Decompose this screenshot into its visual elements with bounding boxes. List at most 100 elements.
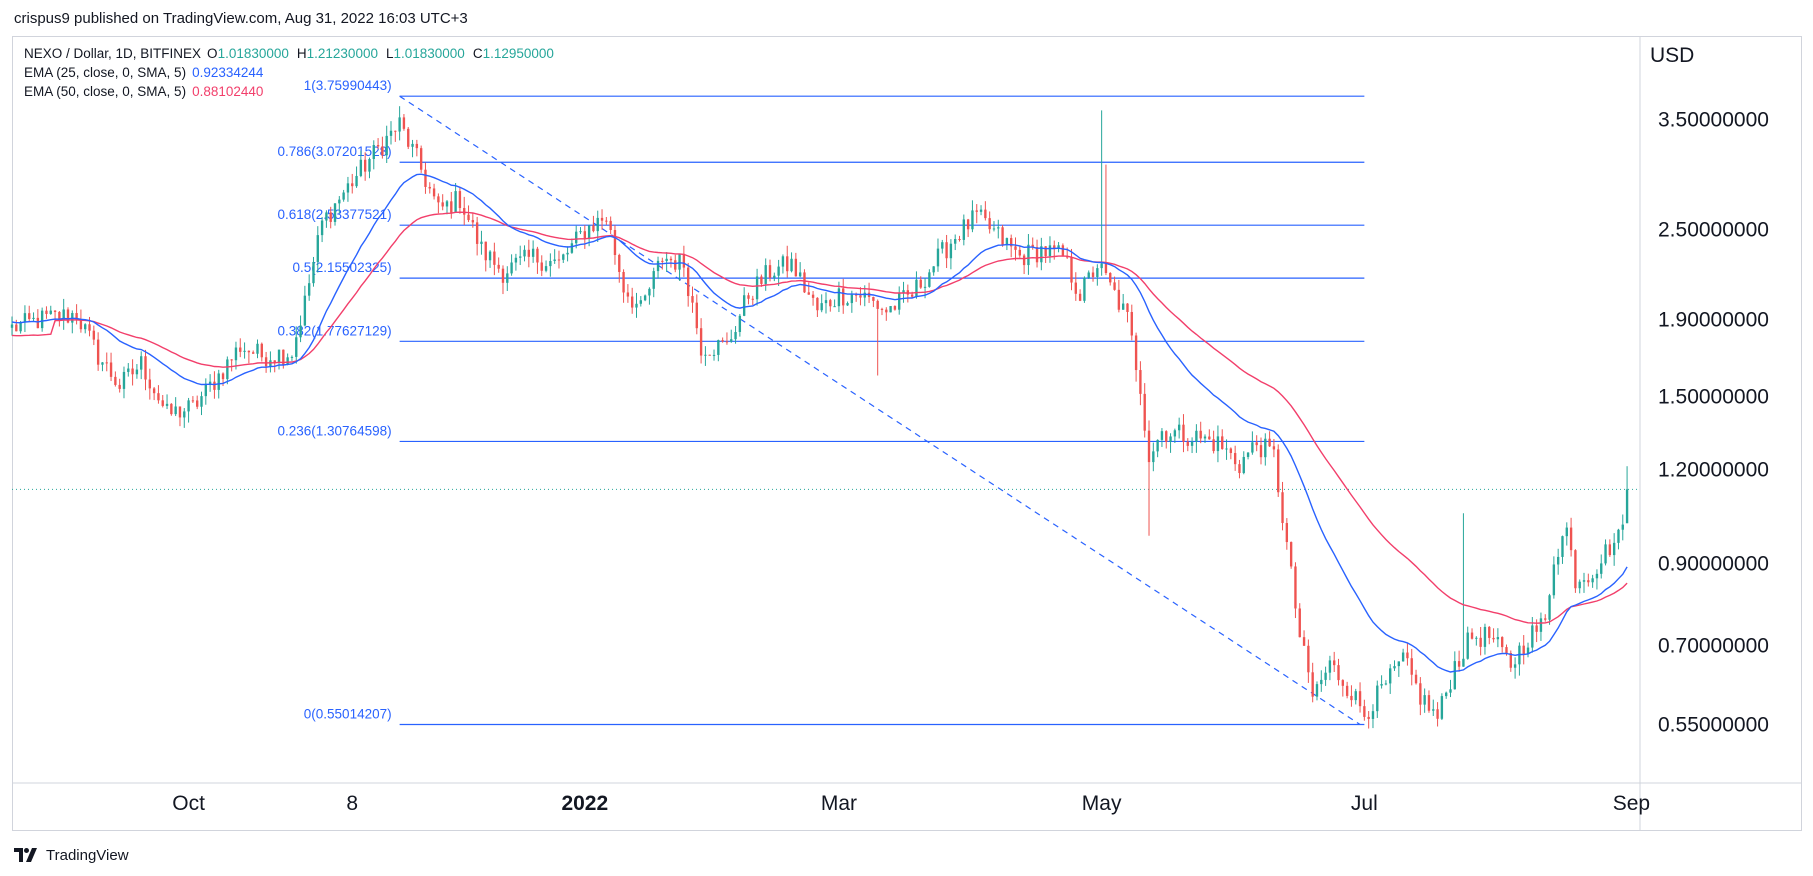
candle-body: [829, 300, 832, 307]
candle-body: [643, 295, 647, 301]
candle-body: [923, 286, 927, 288]
candle-body: [889, 306, 892, 313]
candle-body: [803, 272, 806, 293]
candle-body: [1621, 524, 1624, 530]
candle-body: [295, 337, 298, 357]
candle-body: [1595, 573, 1599, 579]
candle-body: [213, 381, 216, 390]
candle-body: [484, 241, 487, 261]
candle-body: [53, 310, 57, 312]
candle-body: [1470, 632, 1474, 639]
candle-body: [1531, 625, 1534, 648]
ema50-row[interactable]: EMA (50, close, 0, SMA, 5) 0.88102440: [24, 82, 554, 101]
candle-body: [781, 256, 785, 267]
candle-body: [402, 117, 406, 129]
fib-level-label: 0.5(2.15502325): [293, 260, 392, 275]
candle-body: [196, 400, 199, 407]
candle-body: [1130, 312, 1133, 336]
candle-body: [497, 264, 500, 269]
candle-body: [622, 271, 625, 293]
candle-body: [174, 406, 177, 415]
ohlc-values: O1.01830000 H1.21230000 L1.01830000 C1.1…: [207, 44, 554, 63]
candle-body: [966, 219, 970, 230]
candle-body: [252, 352, 255, 354]
candle-body: [1582, 580, 1586, 582]
candle-body: [1096, 268, 1099, 277]
high-label: H: [296, 46, 307, 61]
candle-body: [1277, 449, 1280, 493]
candle-body: [992, 228, 996, 230]
candle-body: [626, 292, 630, 297]
candle-body: [1040, 246, 1043, 263]
candle-body: [407, 128, 410, 147]
candle-body: [523, 249, 526, 257]
candle-body: [1182, 424, 1185, 442]
candle-body: [898, 292, 901, 310]
candle-body: [96, 339, 100, 365]
candle-body: [596, 217, 599, 232]
candle-body: [1569, 527, 1573, 551]
chart-frame: [12, 36, 1802, 831]
candle-body: [419, 148, 423, 170]
candle-body: [1556, 556, 1560, 565]
candle-body: [1505, 647, 1508, 654]
candle-body: [363, 159, 367, 172]
candle-body: [893, 306, 897, 310]
candle-body: [273, 360, 276, 363]
candle-body: [66, 309, 70, 323]
candle-body: [411, 143, 414, 147]
candle-body: [1169, 436, 1172, 442]
candle-body: [1380, 684, 1383, 686]
symbol-label[interactable]: NEXO / Dollar, 1D, BITFINEX: [24, 46, 202, 61]
candle-body: [471, 220, 475, 223]
candle-body: [1432, 709, 1435, 711]
candle-body: [277, 349, 281, 363]
candle-body: [738, 315, 742, 333]
candle-body: [394, 130, 397, 132]
candle-body: [954, 239, 957, 244]
ema50-label: EMA (50, close, 0, SMA, 5): [24, 84, 187, 99]
candle-body: [1078, 293, 1082, 301]
candle-body: [1371, 711, 1375, 719]
candle-body: [652, 271, 655, 289]
candle-body: [669, 258, 673, 261]
candle-body: [445, 201, 449, 207]
candle-body: [1617, 529, 1620, 543]
candle-body: [846, 303, 849, 306]
candle-body: [1427, 695, 1431, 711]
chart-legend: NEXO / Dollar, 1D, BITFINEX O1.01830000 …: [24, 44, 554, 101]
candle-body: [127, 368, 130, 372]
tradingview-footer[interactable]: TradingView: [14, 843, 129, 867]
candle-body: [1160, 431, 1164, 440]
candle-body: [807, 292, 810, 295]
candle-body: [1307, 645, 1310, 673]
candle-body: [854, 294, 858, 296]
candle-body: [432, 188, 436, 197]
candle-body: [1272, 446, 1276, 450]
candle-body: [1350, 695, 1353, 701]
candle-body: [376, 145, 380, 147]
ema25-row[interactable]: EMA (25, close, 0, SMA, 5) 0.92334244: [24, 63, 554, 82]
candle-body: [1423, 695, 1426, 705]
candle-body: [1548, 595, 1551, 620]
candle-body: [1376, 685, 1379, 712]
ema50-line: [11, 211, 1628, 624]
close-label: C: [472, 46, 483, 61]
candle-body: [755, 276, 759, 300]
candle-body: [1014, 246, 1017, 250]
candle-body: [1367, 716, 1370, 719]
candle-body: [1035, 247, 1039, 263]
candle-body: [1018, 249, 1021, 256]
candle-body: [1281, 492, 1284, 524]
candle-body: [932, 266, 935, 273]
high-value: 1.21230000: [306, 46, 378, 61]
candle-body: [1190, 441, 1194, 446]
candle-body: [157, 393, 160, 401]
fib-level-label: 0.786(3.07201528): [278, 144, 392, 159]
x-tick-label: Mar: [821, 792, 857, 815]
candle-body: [1259, 445, 1263, 458]
candle-body: [566, 252, 569, 255]
candle-body: [1574, 550, 1577, 589]
candle-body: [1315, 684, 1319, 697]
